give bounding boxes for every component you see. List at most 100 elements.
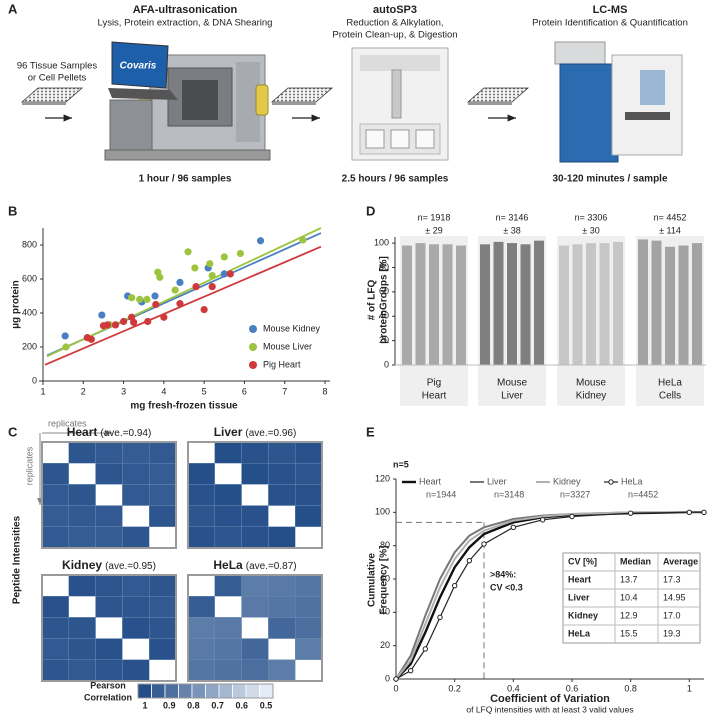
data-point	[200, 306, 208, 314]
y-tick-label: 0	[385, 673, 390, 683]
legend-marker	[249, 343, 257, 351]
x-tick-label: 3	[121, 386, 126, 396]
heatmap-cell	[148, 617, 177, 639]
table-cell: 13.7	[620, 574, 638, 584]
bar	[599, 243, 610, 365]
heatmap-cell	[241, 659, 269, 682]
data-point	[87, 335, 95, 343]
colorbar-swatch	[218, 683, 233, 699]
heatmap-average: (ave.=0.96)	[245, 428, 296, 439]
shape	[415, 129, 435, 149]
count-label: n= 3306	[575, 212, 608, 222]
heatmap-cell	[241, 574, 269, 597]
colorbar-tick-label: 0.7	[211, 700, 224, 710]
heatmap-cell	[95, 484, 123, 506]
panel-label: C	[8, 424, 18, 439]
y-tick-label: 80	[379, 262, 389, 272]
heatmap-cell	[295, 638, 323, 660]
x-tick-label: 4	[161, 386, 166, 396]
colorbar-tick-label: 0.9	[163, 700, 176, 710]
heatmap-border	[41, 574, 177, 682]
table-cell: Heart	[568, 574, 591, 584]
heatmap-average: (ave.=0.95)	[105, 561, 156, 572]
legend-label: Pig Heart	[263, 359, 301, 369]
table-cell: Kidney	[568, 610, 598, 620]
colorbar-swatch	[259, 683, 274, 699]
table-cell: HeLa	[568, 628, 591, 638]
y-tick-label: 0	[384, 359, 389, 369]
covaris-instrument: Covaris	[104, 41, 271, 161]
heatmap-border	[187, 574, 323, 682]
bar	[572, 244, 583, 365]
step-subtitle: Protein Identification & Quantification	[532, 18, 688, 29]
x-tick-label: 5	[202, 386, 207, 396]
heatmap-border	[41, 441, 177, 549]
heatmap-cell	[41, 617, 69, 639]
y-tick-label: 40	[379, 311, 389, 321]
heatmap-cell	[122, 596, 150, 618]
heatmap-cell	[214, 574, 242, 597]
heatmap-title: HeLa (ave.=0.87)	[213, 558, 296, 572]
table-header: CV [%]	[568, 556, 597, 566]
sample-plate	[20, 87, 84, 105]
fit-line	[44, 245, 322, 366]
heatmap-cell	[268, 505, 296, 528]
y-tick-label: 60	[380, 573, 390, 583]
legend-count: n=1944	[426, 489, 456, 499]
heatmap-cell	[41, 484, 69, 506]
heatmap-cell	[41, 505, 69, 528]
table-cell: 17.3	[663, 574, 681, 584]
heatmap-cell	[268, 574, 296, 597]
colorbar-tick-label: 0.8	[187, 700, 200, 710]
heatmap-title: Kidney (ave.=0.95)	[62, 558, 156, 572]
heatmap-cell	[187, 526, 215, 549]
bar	[442, 244, 453, 365]
heatmap-cell	[295, 505, 323, 528]
heatmap-cell	[187, 574, 215, 597]
legend-count: n=4452	[628, 489, 658, 499]
heatmap-cell	[122, 574, 150, 597]
chart-title: n=5	[393, 459, 409, 469]
shape	[111, 41, 169, 89]
fit-line	[46, 227, 322, 358]
heatmap-cell	[41, 596, 69, 618]
step-subtitle: Reduction & Alkylation,	[346, 18, 443, 29]
heatmap-cell	[187, 596, 215, 618]
heatmap-cell	[187, 441, 215, 464]
heatmap-cell	[187, 617, 215, 639]
heatmap-cell	[214, 638, 242, 660]
shape	[559, 63, 619, 163]
heatmap-cell	[241, 484, 269, 506]
data-point	[144, 317, 152, 326]
x-tick-label: 1	[40, 386, 45, 396]
bar	[480, 244, 490, 365]
heatmap-cell	[122, 505, 150, 528]
heatmap-cell	[295, 526, 323, 549]
data-point	[226, 270, 234, 278]
data-point	[98, 311, 106, 319]
y-tick-label: 100	[375, 507, 390, 517]
heatmap-average: (ave.=0.94)	[100, 428, 151, 439]
heatmap-cell	[68, 441, 96, 464]
heatmap-cell	[122, 526, 150, 549]
legend-marker	[249, 361, 257, 369]
colorbar-border	[137, 683, 274, 699]
heatmap-cell	[187, 484, 215, 506]
heatmap-cell	[68, 596, 96, 618]
step-subtitle: Protein Clean-up, & Digestion	[332, 30, 457, 41]
x-axis-label: replicates	[48, 418, 87, 428]
heatmap-cell	[41, 441, 69, 464]
heatmap-cell	[214, 463, 242, 485]
bar	[651, 240, 662, 365]
heatmap-cell	[214, 617, 242, 639]
heatmap-cell	[214, 484, 242, 506]
step-time: 30-120 minutes / sample	[552, 174, 667, 185]
legend-count: n=3327	[560, 489, 590, 499]
x-tick-label: 0.8	[624, 683, 637, 693]
curve-marker	[407, 667, 414, 674]
heatmap-cell	[41, 574, 69, 597]
y-tick-label: 80	[380, 540, 390, 550]
heatmap-cell	[295, 659, 323, 682]
heatmap-cell	[295, 484, 323, 506]
